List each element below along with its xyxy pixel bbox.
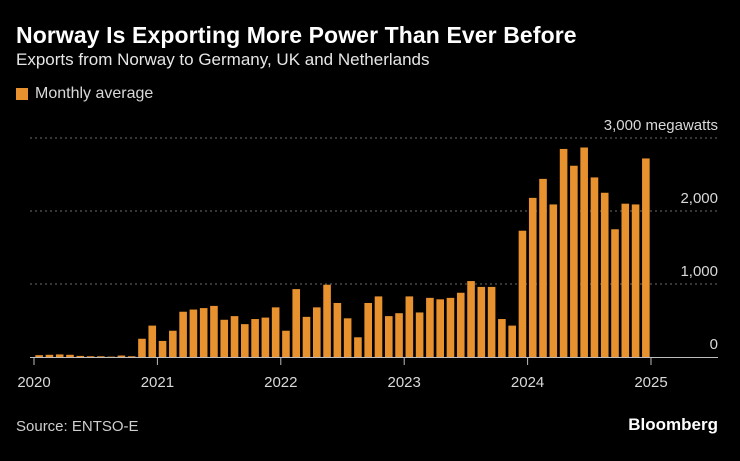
bar	[210, 305, 218, 357]
bar	[549, 204, 558, 357]
bar	[179, 311, 187, 357]
x-tick-label: 2023	[388, 374, 421, 391]
bar	[436, 299, 444, 357]
bar	[631, 204, 640, 357]
y-tick-label: 1,000	[680, 263, 718, 280]
y-tick-label: 3,000 megawatts	[604, 117, 718, 134]
bar	[590, 177, 599, 357]
bar	[323, 284, 331, 357]
bar	[292, 289, 301, 357]
bar	[189, 309, 198, 357]
bar	[302, 316, 311, 357]
source-note: Source: ENTSO-E	[16, 418, 139, 435]
bar	[508, 325, 516, 357]
bar	[456, 292, 465, 357]
bar	[66, 354, 74, 357]
chart-title: Norway Is Exporting More Power Than Ever…	[16, 22, 577, 48]
bar	[384, 316, 393, 357]
bar	[230, 316, 239, 357]
bar	[86, 356, 95, 357]
bar	[199, 308, 208, 357]
bar	[117, 355, 126, 357]
bar	[220, 319, 229, 357]
bar	[35, 355, 43, 357]
bar	[127, 356, 136, 357]
chart-subtitle: Exports from Norway to Germany, UK and N…	[16, 50, 430, 69]
bar	[405, 296, 414, 357]
bar	[611, 229, 619, 357]
bar	[487, 286, 496, 357]
bar	[343, 318, 352, 357]
bar	[467, 281, 475, 357]
bar	[498, 319, 506, 357]
bars	[35, 147, 650, 357]
legend: Monthly average	[16, 85, 153, 103]
bar	[570, 165, 578, 357]
x-tick-label: 2022	[264, 374, 297, 391]
bar	[477, 286, 486, 357]
x-axis: 2020 2021 2022 2023 2024 2025	[17, 357, 718, 391]
bar	[415, 312, 424, 357]
bar	[528, 197, 537, 357]
legend-swatch	[16, 88, 28, 100]
x-tick-label: 2025	[634, 374, 667, 391]
bar	[446, 297, 455, 357]
bar	[55, 354, 64, 357]
bar	[426, 297, 434, 357]
bar	[282, 330, 290, 357]
bar	[97, 356, 105, 357]
bar	[600, 192, 609, 357]
x-tick-label: 2020	[17, 374, 50, 391]
bar	[271, 307, 280, 357]
y-tick-label: 0	[710, 336, 718, 353]
bar	[559, 148, 568, 357]
bar	[138, 338, 146, 357]
y-tick-label: 2,000	[680, 190, 718, 207]
x-tick-label: 2021	[141, 374, 174, 391]
bar	[333, 302, 342, 357]
bar	[364, 302, 373, 357]
bar	[241, 324, 249, 357]
bar	[251, 319, 259, 357]
x-tick-label: 2024	[511, 374, 544, 391]
bar	[148, 325, 157, 357]
bar	[539, 178, 547, 357]
bloomberg-logo: Bloomberg	[628, 415, 718, 434]
bar	[642, 158, 650, 357]
bar	[580, 147, 588, 357]
bar	[312, 307, 321, 357]
bar	[169, 330, 177, 357]
bar	[45, 354, 54, 357]
bar	[374, 296, 383, 357]
bar	[261, 317, 270, 357]
bar	[395, 313, 403, 357]
y-axis-labels: 0 1,000 2,000 3,000 megawatts	[604, 117, 718, 353]
bar	[354, 337, 362, 357]
bar	[76, 355, 85, 357]
bar	[518, 230, 527, 357]
bar	[158, 340, 167, 357]
legend-label: Monthly average	[35, 85, 154, 102]
bar	[621, 203, 630, 357]
